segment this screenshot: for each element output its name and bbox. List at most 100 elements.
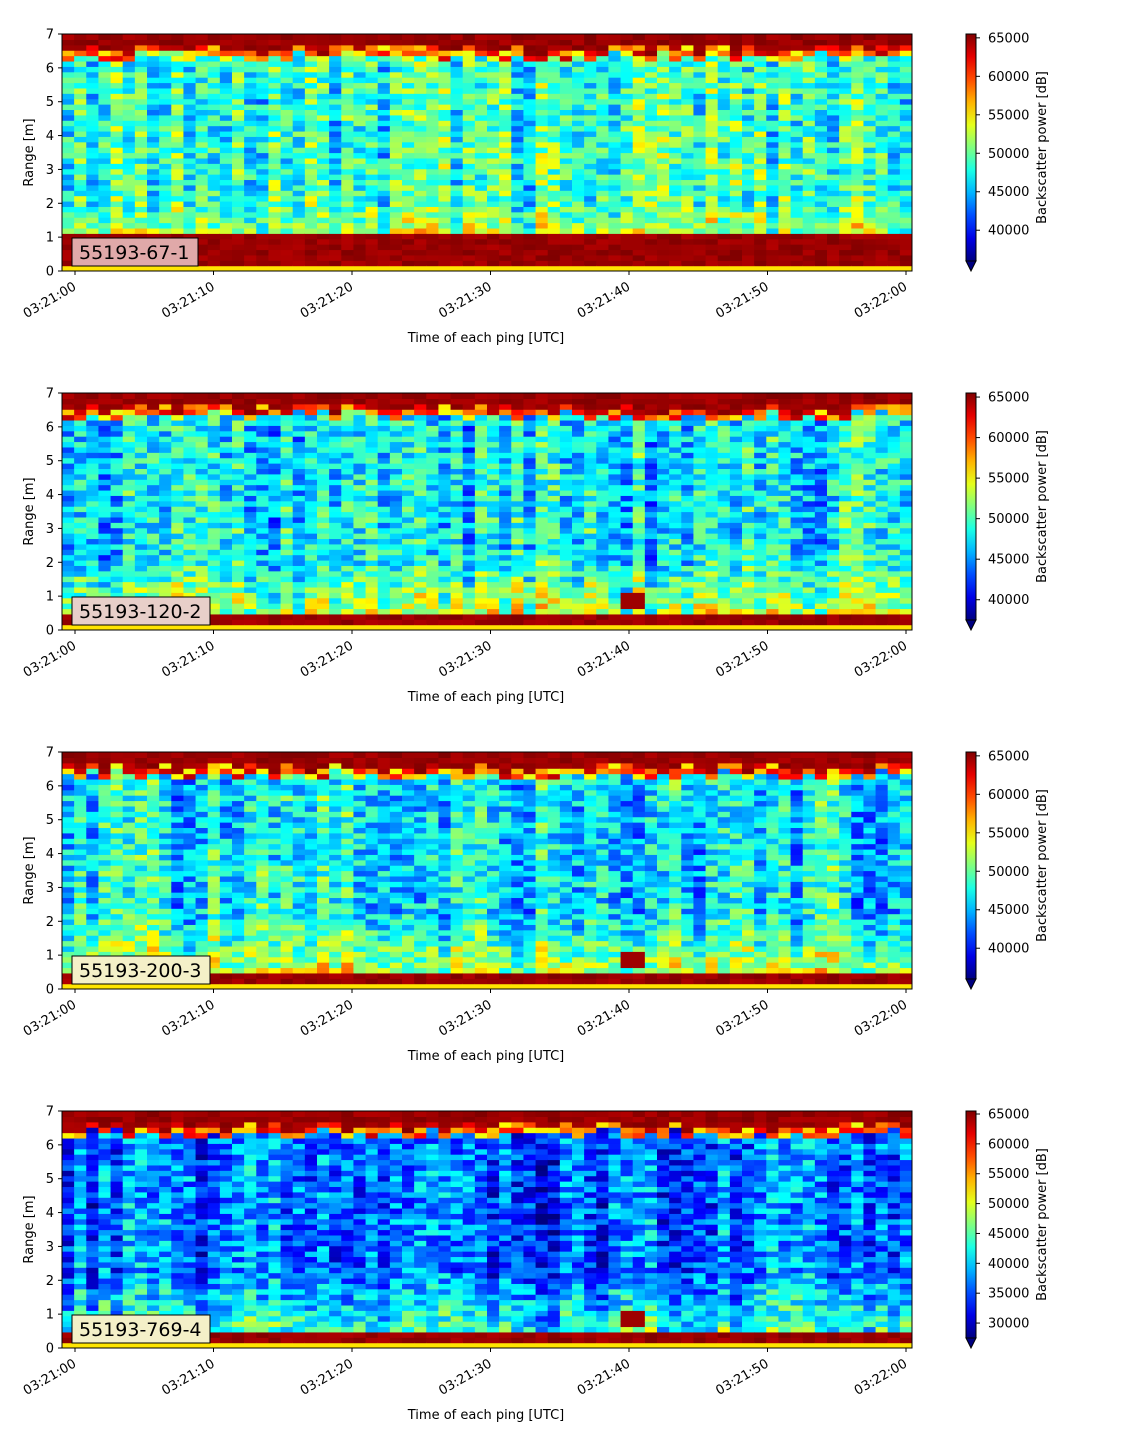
subplot-2: 0 1 2 3 4 5 6 7 Range [m] 03:21:00 03:21:10 03:21:2… — [21, 387, 1050, 706]
colorbar-extend-arrow — [965, 1337, 977, 1350]
sensor-label: 55193-769-4 — [79, 1319, 202, 1341]
colorbar-tick-label: 55000 — [988, 472, 1029, 487]
colorbar-scale — [965, 33, 977, 262]
colorbar-2: 40000 45000 50000 55000 60000 65000 Backscatte… — [965, 391, 1050, 632]
colorbar-tick-label: 40000 — [988, 1257, 1029, 1272]
colorbar-extend-arrow — [965, 978, 977, 991]
subplot-3: 0 1 2 3 4 5 6 7 Range [m] 03:21:00 03:21:10 03:21:2… — [21, 746, 1050, 1065]
y-tick-label: 2 — [46, 915, 54, 930]
colorbar-tick-label: 30000 — [988, 1317, 1029, 1332]
colorbar-tick-label: 35000 — [988, 1287, 1029, 1302]
x-tick-label: 03:21:50 — [713, 997, 771, 1039]
x-tick-label: 03:21:40 — [575, 279, 633, 321]
x-tick-label: 03:21:50 — [713, 638, 771, 680]
colorbar-tick-label: 60000 — [988, 70, 1029, 85]
colorbar-4: 30000 35000 40000 45000 50000 55000 60000 65000… — [965, 1107, 1050, 1350]
x-tick-label: 03:21:40 — [575, 997, 633, 1039]
colorbar-tick-label: 40000 — [988, 593, 1029, 608]
y-tick-label: 1 — [46, 231, 54, 246]
sensor-label-box — [71, 237, 199, 267]
x-tick-label: 03:21:30 — [436, 638, 494, 680]
colorbar-tick-label: 60000 — [988, 788, 1029, 803]
heatmap-2 — [62, 393, 912, 630]
colorbar-tick-label: 65000 — [988, 749, 1029, 764]
colorbar-tick-label: 55000 — [988, 826, 1029, 841]
x-tick-label: 03:21:30 — [436, 279, 494, 321]
x-tick-label: 03:22:00 — [852, 279, 910, 321]
y-tick-label: 3 — [46, 881, 54, 896]
colorbar-label: Backscatter power [dB] — [1035, 789, 1050, 942]
colorbar-scale — [965, 751, 977, 980]
y-tick-label: 0 — [46, 624, 54, 639]
x-axis-label: Time of each ping [UTC] — [407, 331, 565, 346]
colorbar-tick-label: 50000 — [988, 147, 1029, 162]
subplot-1: 0 1 2 3 4 5 6 7 Range [m] 03:21:00 03:21:10 03:21:2… — [21, 28, 1050, 347]
x-tick-label: 03:21:00 — [21, 997, 79, 1039]
axes-frame-1 — [61, 33, 913, 272]
y-tick-label: 2 — [46, 197, 54, 212]
y-tick-label: 5 — [46, 95, 54, 110]
x-tick-label: 03:21:20 — [298, 638, 356, 680]
y-tick-label: 7 — [46, 746, 54, 761]
sensor-label-box — [71, 596, 211, 626]
x-tick-label: 03:21:10 — [159, 1356, 217, 1398]
x-tick-label: 03:21:50 — [713, 1356, 771, 1398]
y-tick-label: 7 — [46, 387, 54, 402]
x-tick-label: 03:21:20 — [298, 1356, 356, 1398]
y-tick-label: 4 — [46, 1206, 54, 1221]
colorbar-scale — [965, 392, 977, 621]
y-tick-label: 1 — [46, 1308, 54, 1323]
y-tick-label: 1 — [46, 590, 54, 605]
x-tick-label: 03:21:10 — [159, 997, 217, 1039]
x-tick-label: 03:21:50 — [713, 279, 771, 321]
colorbar-label: Backscatter power [dB] — [1035, 430, 1050, 583]
x-tick-label: 03:21:00 — [21, 279, 79, 321]
x-tick-label: 03:21:00 — [21, 638, 79, 680]
y-axis-label: Range [m] — [22, 118, 37, 186]
colorbar-tick-label: 45000 — [988, 185, 1029, 200]
colorbar-tick-label: 60000 — [988, 431, 1029, 446]
y-tick-label: 1 — [46, 949, 54, 964]
x-tick-label: 03:21:10 — [159, 638, 217, 680]
y-axis-label: Range [m] — [22, 1195, 37, 1263]
y-axis-label: Range [m] — [22, 477, 37, 545]
y-tick-label: 6 — [46, 1138, 54, 1153]
sensor-label: 55193-120-2 — [79, 601, 202, 623]
x-tick-label: 03:21:40 — [575, 1356, 633, 1398]
axes-frame-4 — [61, 1110, 913, 1349]
colorbar-tick-label: 55000 — [988, 1167, 1029, 1182]
x-axis-label: Time of each ping [UTC] — [407, 1408, 565, 1423]
x-axis-label: Time of each ping [UTC] — [407, 690, 565, 705]
colorbar-tick-label: 50000 — [988, 1197, 1029, 1212]
y-tick-label: 4 — [46, 129, 54, 144]
colorbar-tick-label: 60000 — [988, 1137, 1029, 1152]
y-tick-label: 3 — [46, 522, 54, 537]
x-tick-label: 03:21:30 — [436, 1356, 494, 1398]
y-tick-label: 0 — [46, 983, 54, 998]
colorbar-tick-label: 40000 — [988, 224, 1029, 239]
y-tick-label: 7 — [46, 1105, 54, 1120]
y-tick-label: 6 — [46, 779, 54, 794]
colorbar-tick-label: 45000 — [988, 1227, 1029, 1242]
x-tick-label: 03:22:00 — [852, 638, 910, 680]
heatmap-4 — [62, 1111, 912, 1348]
y-tick-label: 4 — [46, 847, 54, 862]
colorbar-tick-label: 65000 — [988, 391, 1029, 406]
y-tick-label: 5 — [46, 454, 54, 469]
y-tick-label: 5 — [46, 813, 54, 828]
colorbar-tick-label: 50000 — [988, 865, 1029, 880]
x-tick-label: 03:21:30 — [436, 997, 494, 1039]
colorbar-label: Backscatter power [dB] — [1035, 71, 1050, 224]
y-tick-label: 0 — [46, 265, 54, 280]
colorbar-tick-label: 65000 — [988, 1107, 1029, 1122]
y-tick-label: 6 — [46, 61, 54, 76]
y-tick-label: 5 — [46, 1172, 54, 1187]
y-axis-label: Range [m] — [22, 836, 37, 904]
axes-frame-2 — [61, 392, 913, 631]
y-tick-label: 3 — [46, 163, 54, 178]
y-tick-label: 4 — [46, 488, 54, 503]
sensor-label: 55193-200-3 — [79, 960, 202, 982]
x-tick-label: 03:21:00 — [21, 1356, 79, 1398]
colorbar-tick-label: 45000 — [988, 903, 1029, 918]
